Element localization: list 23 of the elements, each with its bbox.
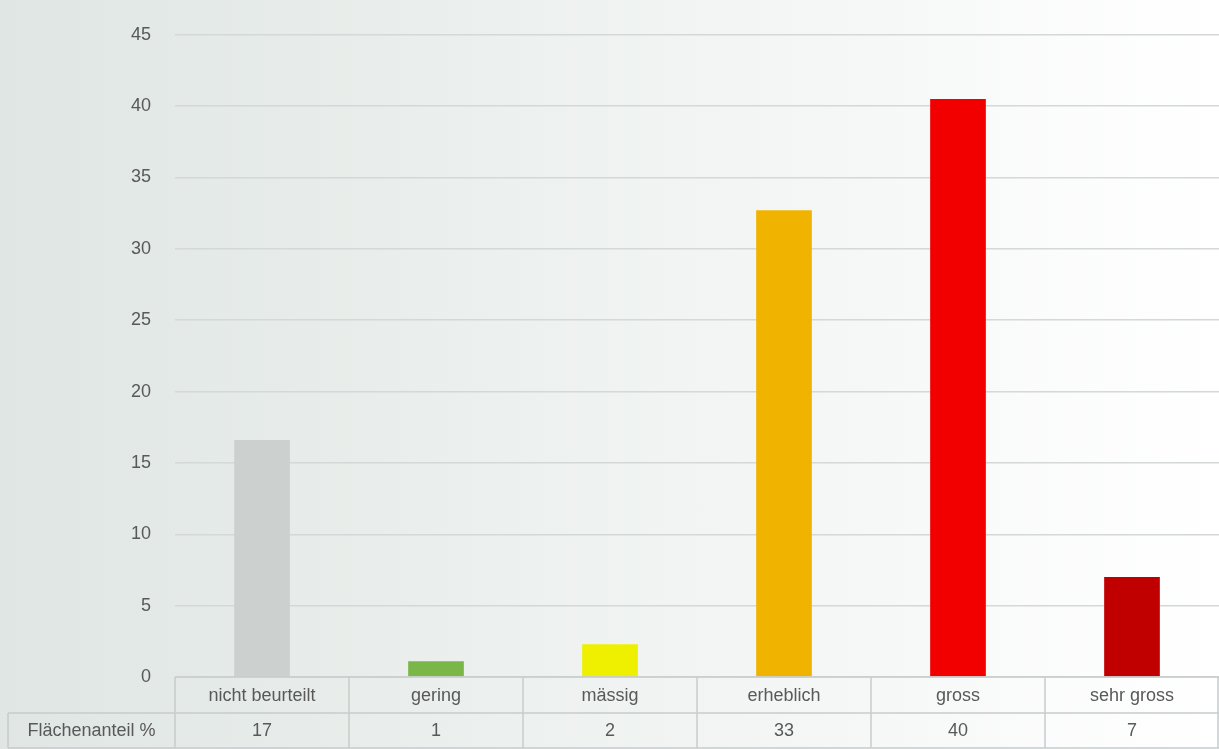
y-tick-label: 25 (130, 309, 151, 330)
data-label: 2 (604, 719, 616, 740)
x-tick-label: mässig (581, 684, 639, 705)
data-label: 17 (251, 719, 273, 740)
data-label: 1 (430, 719, 442, 740)
x-tick-label: gross (935, 684, 981, 705)
y-tick-label: 5 (140, 594, 151, 615)
y-tick-label: 10 (130, 523, 151, 544)
y-tick-label: 40 (130, 95, 151, 116)
data-label: 40 (947, 719, 969, 740)
y-tick-label: 20 (130, 380, 151, 401)
y-tick-label: 15 (130, 451, 151, 472)
y-tick-label: 0 (140, 665, 151, 686)
y-tick-label: 35 (130, 166, 151, 187)
x-tick-label: nicht beurteilt (208, 684, 316, 705)
y-tick-label: 45 (130, 23, 151, 44)
x-tick-label: erheblich (747, 684, 821, 705)
legend-label: Flächenanteil % (27, 719, 156, 740)
data-label: 33 (773, 719, 795, 740)
x-tick-label: sehr gross (1089, 684, 1175, 705)
data-label: 7 (1126, 719, 1138, 740)
y-tick-label: 30 (130, 237, 151, 258)
x-tick-label: gering (410, 684, 462, 705)
